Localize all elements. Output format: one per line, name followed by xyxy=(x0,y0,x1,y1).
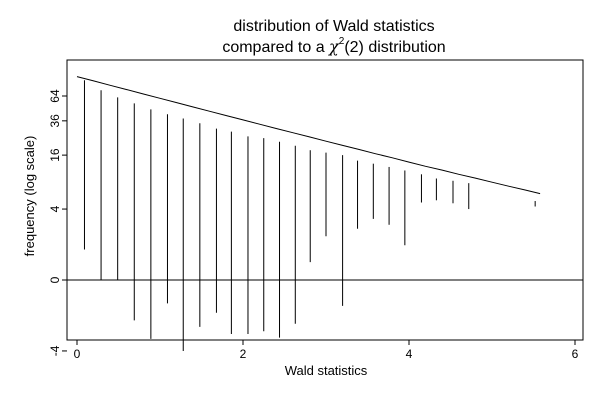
chart-subtitle-prefix: compared to a xyxy=(222,39,329,56)
y-axis: -4 0 4 16 36 64 xyxy=(48,89,67,356)
x-tick-label: 0 xyxy=(74,347,81,361)
y-tick-label: 16 xyxy=(48,148,62,162)
chart-subtitle-superscript: 2 xyxy=(339,36,345,47)
chart-subtitle: compared to a χ2(2) distribution xyxy=(222,36,445,56)
y-tick-label: -4 xyxy=(48,345,62,356)
y-tick-label: 4 xyxy=(48,205,62,212)
chart-subtitle-symbol: χ xyxy=(328,37,340,56)
y-tick-label: 36 xyxy=(48,114,62,128)
chart-subtitle-suffix: (2) distribution xyxy=(344,39,445,56)
plot-area xyxy=(66,59,584,341)
x-axis: 0 2 4 6 xyxy=(74,340,579,361)
chart-title: distribution of Wald statistics xyxy=(233,18,434,35)
y-axis-label: frequency (log scale) xyxy=(22,136,37,257)
y-tick-label: 0 xyxy=(48,276,62,283)
y-tick-label: 64 xyxy=(48,89,62,103)
chi-square-curve xyxy=(76,76,541,195)
x-axis-label: Wald statistics xyxy=(285,363,368,378)
x-tick-label: 2 xyxy=(240,347,247,361)
spike-series xyxy=(83,80,536,351)
x-tick-label: 6 xyxy=(572,347,579,361)
x-tick-label: 4 xyxy=(406,347,413,361)
